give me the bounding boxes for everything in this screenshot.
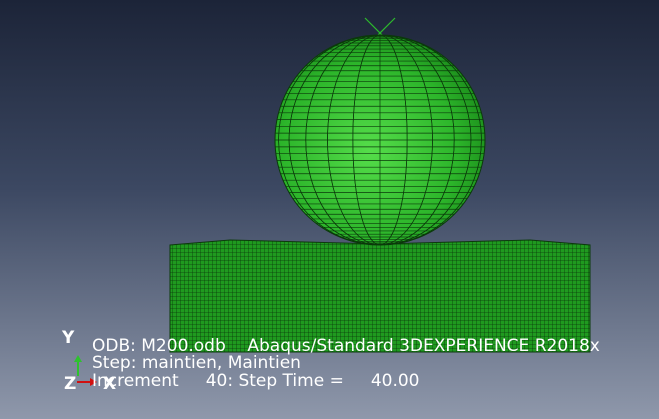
axis-z-label: Z xyxy=(64,374,76,394)
info-line: Step: maintien, Maintien xyxy=(92,353,301,373)
axis-y-arrow xyxy=(74,355,82,362)
axis-x-arrow xyxy=(90,378,97,386)
axis-y-label: Y xyxy=(61,328,75,348)
info-line: ODB: M200.odb Abaqus/Standard 3DEXPERIEN… xyxy=(92,336,600,356)
info-line: Increment 40: Step Time = 40.00 xyxy=(92,371,420,391)
base-block xyxy=(169,239,591,353)
axis-x-label: X xyxy=(103,374,116,394)
sphere xyxy=(274,34,486,246)
